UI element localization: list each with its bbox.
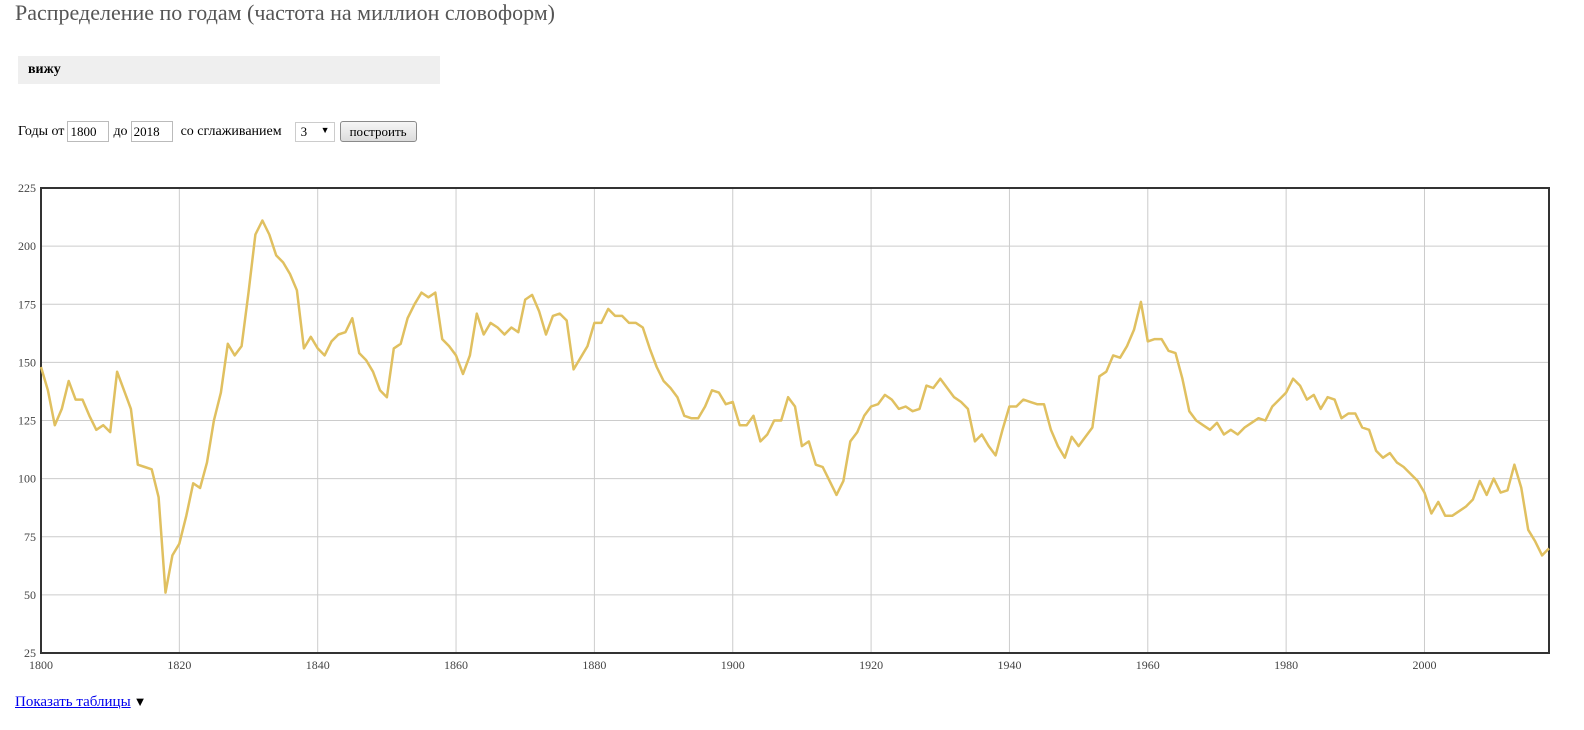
x-tick-label: 1880 [582,658,606,672]
x-tick-label: 1860 [444,658,468,672]
x-tick-label: 1920 [859,658,883,672]
show-tables-toggle[interactable]: Показать таблицы ▼ [15,694,147,711]
x-tick-label: 1960 [1136,658,1160,672]
year-range-controls: Годы от до со сглаживанием 3 ▼ построить [18,121,417,142]
x-tick-label: 2000 [1412,658,1436,672]
x-tick-label: 1820 [167,658,191,672]
chevron-down-icon: ▼ [320,124,330,135]
query-word-bar: вижу [18,56,440,84]
series-line [39,219,1550,594]
show-tables-link[interactable]: Показать таблицы [15,694,131,710]
y-tick-label: 150 [18,355,36,369]
smoothing-select[interactable]: 3 ▼ [294,121,335,142]
y-tick-label: 50 [24,588,36,602]
to-year-input[interactable] [130,121,173,142]
years-to-label: до [113,123,128,139]
x-tick-label: 1840 [306,658,330,672]
build-button[interactable]: построить [339,121,417,142]
triangle-down-icon: ▼ [133,694,147,709]
y-tick-label: 175 [18,297,36,311]
page-title: Распределение по годам (частота на милли… [15,0,556,25]
frequency-line-chart: 25 50 75 100 125 150 175 200 225 1800 1820 1840 1860… [18,181,1550,672]
x-tick-label: 1900 [721,658,745,672]
y-tick-label: 200 [18,239,36,253]
x-tick-label: 1980 [1274,658,1298,672]
years-from-label: Годы от [18,123,65,139]
query-word: вижу [28,62,61,77]
smoothing-value: 3 [300,123,308,139]
smoothing-label: со сглаживанием [180,123,282,139]
y-tick-label: 225 [18,181,36,195]
plot-frame [40,187,1550,654]
x-tick-label: 1800 [29,658,53,672]
y-tick-label: 125 [18,414,36,428]
x-tick-label: 1940 [997,658,1021,672]
y-tick-label: 100 [18,472,36,486]
from-year-input[interactable] [67,121,110,142]
y-tick-label: 25 [24,646,36,660]
y-tick-label: 75 [24,530,36,544]
